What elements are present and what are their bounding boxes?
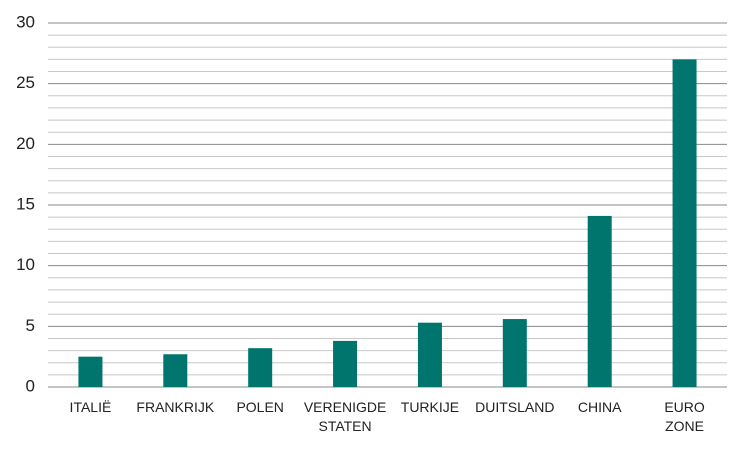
y-tick-label: 10 — [16, 255, 35, 274]
x-tick-label: POLEN — [236, 399, 284, 415]
bar — [333, 340, 358, 387]
x-tick-label: FRANKRIJK — [136, 399, 215, 415]
x-tick-label: DUITSLAND — [475, 399, 555, 415]
y-tick-label: 0 — [26, 376, 35, 395]
y-tick-label: 25 — [16, 73, 35, 92]
y-tick-label: 20 — [16, 134, 35, 153]
y-tick-label: 15 — [16, 194, 35, 213]
x-tick-label: TURKIJE — [400, 399, 460, 415]
bar — [502, 319, 527, 387]
bar — [78, 356, 103, 387]
x-tick-label: VERENIGDE STATEN — [303, 399, 387, 434]
bar — [587, 215, 612, 387]
bar — [417, 322, 442, 387]
x-tick-label: ITALIË — [69, 399, 112, 415]
bar — [672, 59, 697, 388]
y-tick-label: 5 — [26, 316, 35, 335]
x-tick-label: CHINA — [577, 399, 622, 415]
bar — [248, 348, 273, 387]
x-tick-label: EURO ZONE — [664, 399, 705, 434]
bar — [163, 354, 188, 387]
y-tick-label: 30 — [16, 12, 35, 31]
